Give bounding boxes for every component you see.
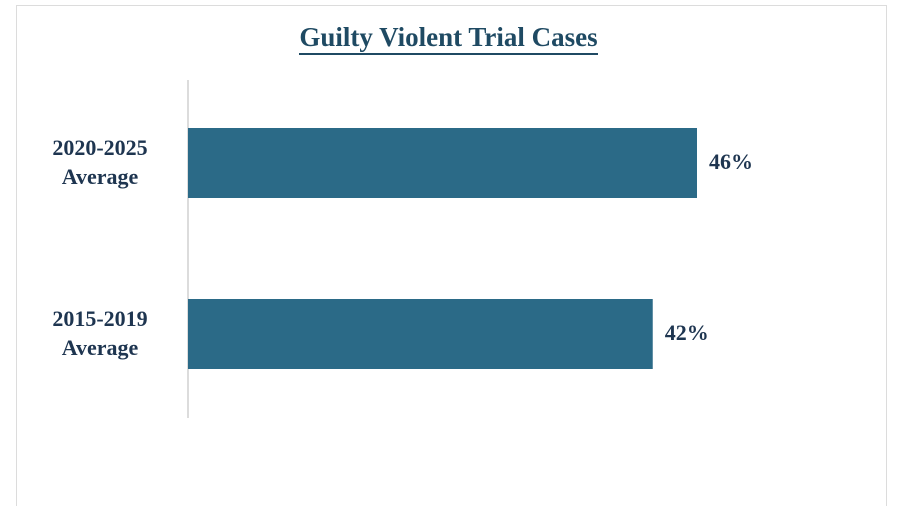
value-label: 46%	[709, 149, 753, 174]
category-label: 2020-2025 Average	[52, 135, 148, 189]
bar	[188, 128, 697, 198]
chart-title: Guilty Violent Trial Cases	[299, 22, 598, 55]
bar	[188, 299, 653, 369]
chart-card	[16, 5, 887, 506]
chart-title-wrap: Guilty Violent Trial Cases	[0, 22, 897, 55]
value-label: 42%	[664, 320, 709, 345]
category-label: 2015-2019 Average	[52, 306, 148, 360]
